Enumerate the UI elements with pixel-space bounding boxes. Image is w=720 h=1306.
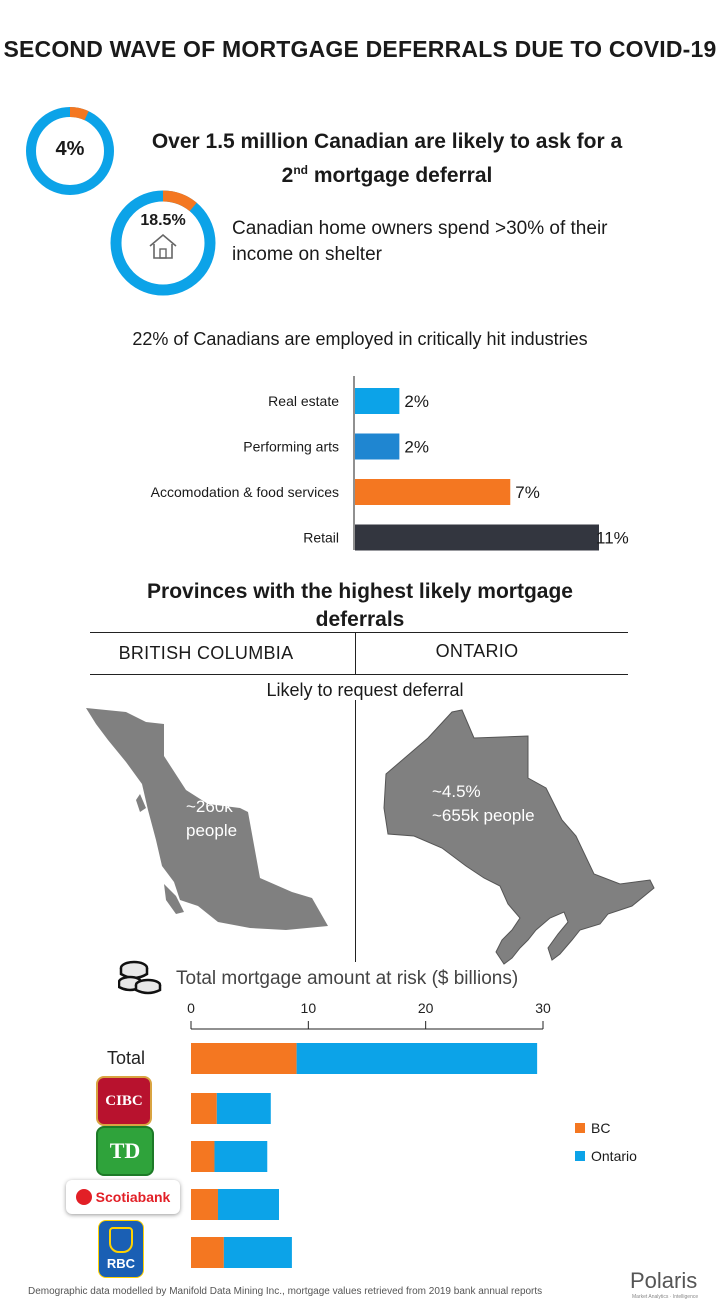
col-head-on: ONTARIO xyxy=(435,641,519,661)
scotiabank-logo: Scotiabank xyxy=(66,1180,180,1214)
scotiabank-logo-text: Scotiabank xyxy=(95,1189,171,1205)
legend-label-ontario: Ontario xyxy=(591,1148,637,1164)
cibc-logo: CIBC xyxy=(96,1076,152,1126)
legend-swatch-bc xyxy=(575,1123,585,1133)
scotiabank-symbol-icon xyxy=(75,1189,92,1205)
polaris-tagline: Market Analytics · Intelligence xyxy=(632,1294,699,1300)
x-tick-label: 20 xyxy=(418,1000,434,1016)
donut-4pct-label: 4% xyxy=(55,138,85,160)
stat2-text-line2: income on shelter xyxy=(232,244,382,265)
industry-value-label: 2% xyxy=(404,392,429,411)
stat2-text: Canadian home owners spend >30% of their… xyxy=(232,216,652,268)
ontario-stat-line2: ~655k people xyxy=(432,806,535,825)
stacked-bar-segment xyxy=(223,1237,292,1268)
ontario-stat-line1: ~4.5% xyxy=(432,782,481,801)
rbc-logo-text: RBC xyxy=(106,1256,136,1271)
industries-intro: 22% of Canadians are employed in critica… xyxy=(132,329,588,349)
polaris-logo: Polaris xyxy=(630,1268,698,1293)
stat1-headline-num: 2 xyxy=(281,164,294,187)
mortgage-stacked-bar-chart: 0 10 20 30 Total xyxy=(107,1000,551,1268)
rbc-logo: RBC xyxy=(98,1220,144,1278)
divider-top xyxy=(90,632,628,633)
industry-value-label: 11% xyxy=(596,529,629,548)
donut-track xyxy=(110,190,216,296)
page-title: SECOND WAVE OF MORTGAGE DEFERRALS DUE TO… xyxy=(3,36,717,62)
industry-bar xyxy=(355,433,400,460)
ontario-stats: ~4.5% ~655k people xyxy=(432,780,602,828)
stat1-headline: Over 1.5 million Canadian are likely to … xyxy=(120,128,654,190)
legend-item-ontario: Ontario xyxy=(575,1148,637,1164)
rbc-shield-icon xyxy=(109,1227,133,1253)
bc-stats: ~5.2% ~260k people xyxy=(186,771,276,843)
donut-18pct-label: 18.5% xyxy=(140,212,186,229)
legend-item-bc: BC xyxy=(575,1120,637,1136)
footer-credit: Demographic data modelled by Manifold Da… xyxy=(28,1286,543,1297)
donut-highlight-arc xyxy=(162,190,197,212)
divider-map xyxy=(355,700,356,962)
stat1-headline-rest: mortgage deferral xyxy=(307,164,493,187)
stacked-bar-segment xyxy=(191,1043,297,1074)
stacked-bar-segment xyxy=(217,1189,279,1220)
industry-bar-chart: Real estate 2% Performing arts 2% Accomodati… xyxy=(151,376,629,551)
stacked-bar-segment xyxy=(191,1189,218,1220)
donut-4pct xyxy=(26,107,114,195)
industry-bar xyxy=(355,388,400,414)
stacked-bar-segment xyxy=(191,1141,215,1172)
industry-bar xyxy=(355,479,511,505)
industry-bar xyxy=(355,524,599,551)
coins-icon xyxy=(118,960,162,995)
stat1-headline-line1: Over 1.5 million Canadian are likely to … xyxy=(151,130,623,153)
house-icon xyxy=(149,233,177,259)
divider-bottom xyxy=(90,674,628,675)
donut-18pct xyxy=(110,190,216,296)
industry-category-label: Performing arts xyxy=(243,439,339,455)
stacked-bar-segment xyxy=(214,1141,268,1172)
industry-value-label: 7% xyxy=(515,483,540,502)
x-tick-label: 0 xyxy=(187,1000,195,1016)
industry-value-label: 2% xyxy=(404,438,429,457)
stacked-bar-segment xyxy=(296,1043,538,1074)
bc-stat-line3: people xyxy=(186,821,238,840)
col-head-bc: BRITISH COLUMBIA xyxy=(118,643,294,663)
divider-col xyxy=(355,632,356,674)
category-label: Total xyxy=(107,1048,145,1068)
provinces-heading: Provinces with the highest likely mortga… xyxy=(147,580,573,631)
industry-category-label: Real estate xyxy=(268,393,339,409)
x-tick-label: 10 xyxy=(301,1000,317,1016)
stacked-bar-segment xyxy=(191,1237,224,1268)
stat1-headline-line2: 2nd mortgage deferral xyxy=(120,156,654,190)
chart-legend: BC Ontario xyxy=(575,1120,637,1164)
industry-category-label: Accomodation & food services xyxy=(151,484,339,500)
ontario-map xyxy=(383,709,655,965)
donut-highlight-arc xyxy=(69,107,89,121)
stacked-bar-segment xyxy=(216,1093,271,1124)
td-logo: TD xyxy=(96,1126,154,1176)
x-tick-label: 30 xyxy=(535,1000,551,1016)
legend-swatch-ontario xyxy=(575,1151,585,1161)
bc-stat-line2: ~260k xyxy=(186,797,233,816)
stat2-text-line1: Canadian home owners spend >30% of their xyxy=(232,218,608,239)
industry-category-label: Retail xyxy=(303,530,339,546)
legend-label-bc: BC xyxy=(591,1120,611,1136)
bc-map xyxy=(86,708,328,930)
provinces-subheading: Likely to request deferral xyxy=(266,680,464,700)
bc-stat-line1: ~5.2% xyxy=(186,773,235,792)
stacked-bar-segment xyxy=(191,1093,217,1124)
mortgage-chart-title: Total mortgage amount at risk ($ billion… xyxy=(176,968,519,989)
stat1-headline-sup: nd xyxy=(293,163,308,177)
